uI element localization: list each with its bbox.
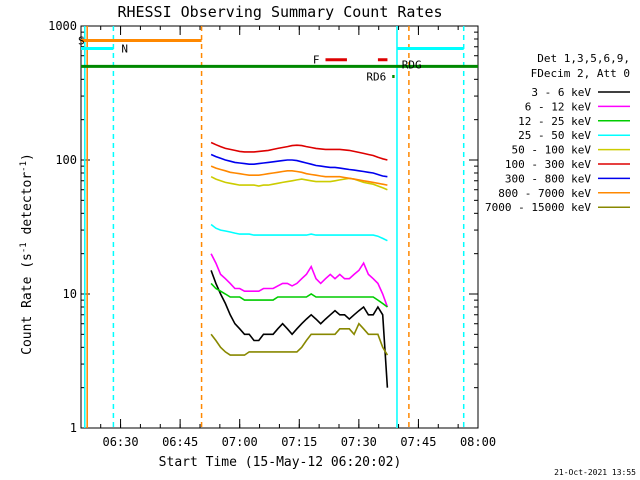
ylabel-text-1: Count Rate (s	[20, 253, 35, 355]
x-tick-label: 06:30	[102, 435, 138, 449]
plot-frame	[80, 25, 479, 429]
chart-title: RHESSI Observing Summary Count Rates	[117, 3, 442, 21]
legend-label: 25 - 50 keV	[518, 129, 591, 142]
y-tick-label: 1	[70, 421, 77, 435]
series-line	[210, 322, 389, 356]
y-tick-label: 10	[63, 287, 77, 301]
flag-label: N	[121, 42, 128, 55]
series-line	[210, 223, 388, 242]
legend-label: 50 - 100 keV	[512, 144, 592, 157]
legend-label: 300 - 800 keV	[505, 172, 591, 185]
footer-date: 21-Oct-2021 13:55	[554, 468, 636, 477]
ylabel-sup-2: -1	[19, 161, 29, 172]
legend-label: 12 - 25 keV	[518, 115, 591, 128]
flag-label: RDG	[402, 58, 422, 71]
plot-area: 1 10 100 1000 06:30 06:45 07:00 07:15 07:30 07:45…	[48, 19, 496, 449]
legend-label: 6 - 12 keV	[525, 100, 592, 113]
series-line	[210, 153, 388, 178]
y-tick-label: 1000	[48, 19, 77, 33]
ylabel-text-2: detector	[20, 172, 35, 243]
series-line	[210, 175, 388, 191]
svg-text:Count Rate (s-1 detector-1): Count Rate (s-1 detector-1)	[19, 153, 35, 355]
x-tick-label: 08:00	[460, 435, 496, 449]
x-tick-label: 07:15	[281, 435, 317, 449]
series-line	[210, 141, 388, 161]
legend-header-1: Det 1,3,5,6,9,	[537, 52, 630, 65]
series-line	[210, 165, 388, 186]
series-line	[210, 282, 388, 308]
legend-label: 7000 - 15000 keV	[485, 201, 591, 214]
ylabel-text-3: )	[20, 153, 35, 161]
x-tick-label: 07:00	[222, 435, 258, 449]
flag-label: F	[313, 54, 320, 67]
y-tick-label: 100	[55, 153, 77, 167]
legend-label: 100 - 300 keV	[505, 158, 591, 171]
flag-label: S	[78, 34, 85, 47]
legend-label: 3 - 6 keV	[531, 86, 591, 99]
x-tick-label: 07:45	[400, 435, 436, 449]
ylabel-sup-1: -1	[19, 242, 29, 253]
flag-label: RD6	[366, 70, 386, 83]
series-line	[210, 270, 389, 388]
series-line	[210, 253, 389, 308]
x-tick-label: 07:30	[341, 435, 377, 449]
ylabel: Count Rate (s-1 detector-1)	[19, 153, 35, 355]
x-tick-label: 06:45	[162, 435, 198, 449]
xlabel: Start Time (15-May-12 06:20:02)	[159, 455, 402, 470]
legend-label: 800 - 7000 keV	[498, 187, 591, 200]
legend-header-2: FDecim 2, Att 0	[531, 67, 630, 80]
